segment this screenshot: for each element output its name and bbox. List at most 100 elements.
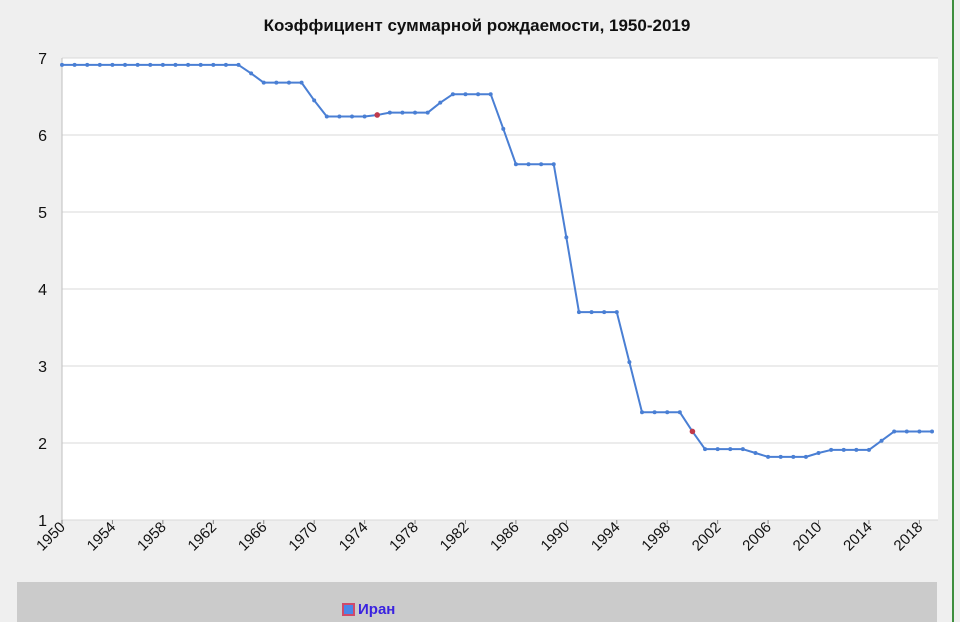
data-point[interactable] — [791, 454, 796, 459]
grid-lines — [61, 57, 938, 521]
x-tick-label: 2002 — [689, 519, 725, 555]
data-point[interactable] — [665, 410, 670, 415]
x-tick-label: 1982 — [437, 519, 473, 555]
data-point[interactable] — [917, 429, 922, 434]
data-point[interactable] — [703, 447, 708, 452]
data-point[interactable] — [286, 80, 291, 85]
legend-label: Иран — [358, 600, 396, 618]
x-tick-label: 1962 — [185, 519, 221, 555]
y-tick-label: 7 — [38, 51, 47, 68]
x-tick-label: 1970 — [285, 519, 321, 555]
x-axis-ticks: 1950 1954 1958 1962 1966 1970 1974 1978 1982 1986… — [33, 519, 926, 555]
data-point[interactable] — [97, 62, 102, 67]
data-point[interactable] — [463, 92, 468, 97]
data-point[interactable] — [223, 62, 228, 67]
data-point[interactable] — [85, 62, 90, 67]
x-tick-label: 1954 — [84, 519, 120, 555]
data-point[interactable] — [488, 92, 493, 97]
data-point[interactable] — [778, 454, 783, 459]
highlighted-data-point[interactable] — [374, 112, 381, 118]
data-point[interactable] — [551, 162, 556, 167]
data-point[interactable] — [564, 235, 569, 240]
data-point[interactable] — [274, 80, 279, 85]
data-point[interactable] — [186, 62, 191, 67]
legend: Иран — [17, 582, 937, 622]
data-point[interactable] — [526, 162, 531, 167]
window-border — [952, 0, 954, 622]
data-point[interactable] — [413, 110, 418, 115]
x-tick-label: 2010 — [790, 519, 826, 555]
x-tick-label: 2014 — [840, 519, 876, 555]
points-layer — [60, 62, 934, 459]
data-point[interactable] — [627, 360, 632, 365]
data-point[interactable] — [803, 454, 808, 459]
y-tick-label: 3 — [38, 359, 47, 376]
data-point[interactable] — [110, 62, 115, 67]
y-tick-label: 5 — [38, 205, 47, 222]
data-point[interactable] — [728, 447, 733, 452]
data-point[interactable] — [148, 62, 153, 67]
data-point[interactable] — [715, 447, 720, 452]
data-point[interactable] — [261, 80, 266, 85]
data-point[interactable] — [425, 110, 430, 115]
data-point[interactable] — [387, 110, 392, 115]
data-point[interactable] — [211, 62, 216, 67]
y-tick-label: 2 — [38, 436, 47, 453]
x-tick-label: 2006 — [739, 519, 775, 555]
data-point[interactable] — [841, 447, 846, 452]
data-point[interactable] — [930, 429, 934, 434]
data-point[interactable] — [602, 310, 607, 315]
data-point[interactable] — [249, 71, 254, 76]
data-point[interactable] — [589, 310, 594, 315]
data-point[interactable] — [400, 110, 405, 115]
data-point[interactable] — [312, 98, 317, 103]
data-point[interactable] — [160, 62, 165, 67]
highlighted-data-point[interactable] — [689, 428, 696, 435]
data-point[interactable] — [501, 126, 506, 131]
data-point[interactable] — [450, 92, 455, 97]
data-point[interactable] — [879, 438, 884, 443]
data-point[interactable] — [438, 100, 443, 105]
x-tick-label: 1978 — [386, 519, 422, 555]
data-point[interactable] — [513, 162, 518, 167]
data-point[interactable] — [350, 114, 354, 119]
data-point[interactable] — [677, 410, 682, 415]
data-point[interactable] — [476, 92, 481, 97]
y-tick-label: 6 — [38, 128, 47, 145]
data-point[interactable] — [904, 429, 909, 434]
data-point[interactable] — [892, 429, 897, 434]
legend-item-iran[interactable]: Иран — [342, 600, 395, 618]
data-point[interactable] — [640, 410, 644, 415]
data-point[interactable] — [135, 62, 140, 67]
data-point[interactable] — [854, 447, 859, 452]
data-point[interactable] — [299, 80, 304, 85]
data-point[interactable] — [829, 447, 834, 452]
data-point[interactable] — [539, 162, 544, 167]
data-point[interactable] — [198, 62, 203, 67]
data-point[interactable] — [816, 451, 821, 456]
data-point[interactable] — [866, 447, 871, 452]
y-tick-label: 4 — [38, 282, 47, 299]
data-point[interactable] — [740, 447, 745, 452]
data-point[interactable] — [123, 62, 128, 67]
data-point[interactable] — [362, 114, 367, 119]
series-layer — [62, 63, 932, 458]
y-tick-label: 1 — [38, 513, 47, 530]
data-point[interactable] — [652, 410, 657, 415]
x-tick-label: 1990 — [538, 519, 574, 555]
data-point[interactable] — [753, 451, 758, 456]
data-point[interactable] — [72, 62, 77, 67]
data-point[interactable] — [337, 114, 342, 119]
data-point[interactable] — [173, 62, 178, 67]
data-point[interactable] — [236, 62, 241, 67]
data-point[interactable] — [576, 310, 581, 315]
data-point[interactable] — [60, 62, 64, 67]
legend-swatch — [342, 602, 355, 616]
data-point[interactable] — [766, 454, 771, 459]
series-line-iran — [62, 63, 932, 458]
x-tick-label: 1958 — [134, 519, 170, 555]
data-point[interactable] — [324, 114, 329, 119]
y-axis-ticks: 1 2 3 4 5 6 7 — [38, 51, 47, 530]
data-point[interactable] — [614, 310, 619, 315]
